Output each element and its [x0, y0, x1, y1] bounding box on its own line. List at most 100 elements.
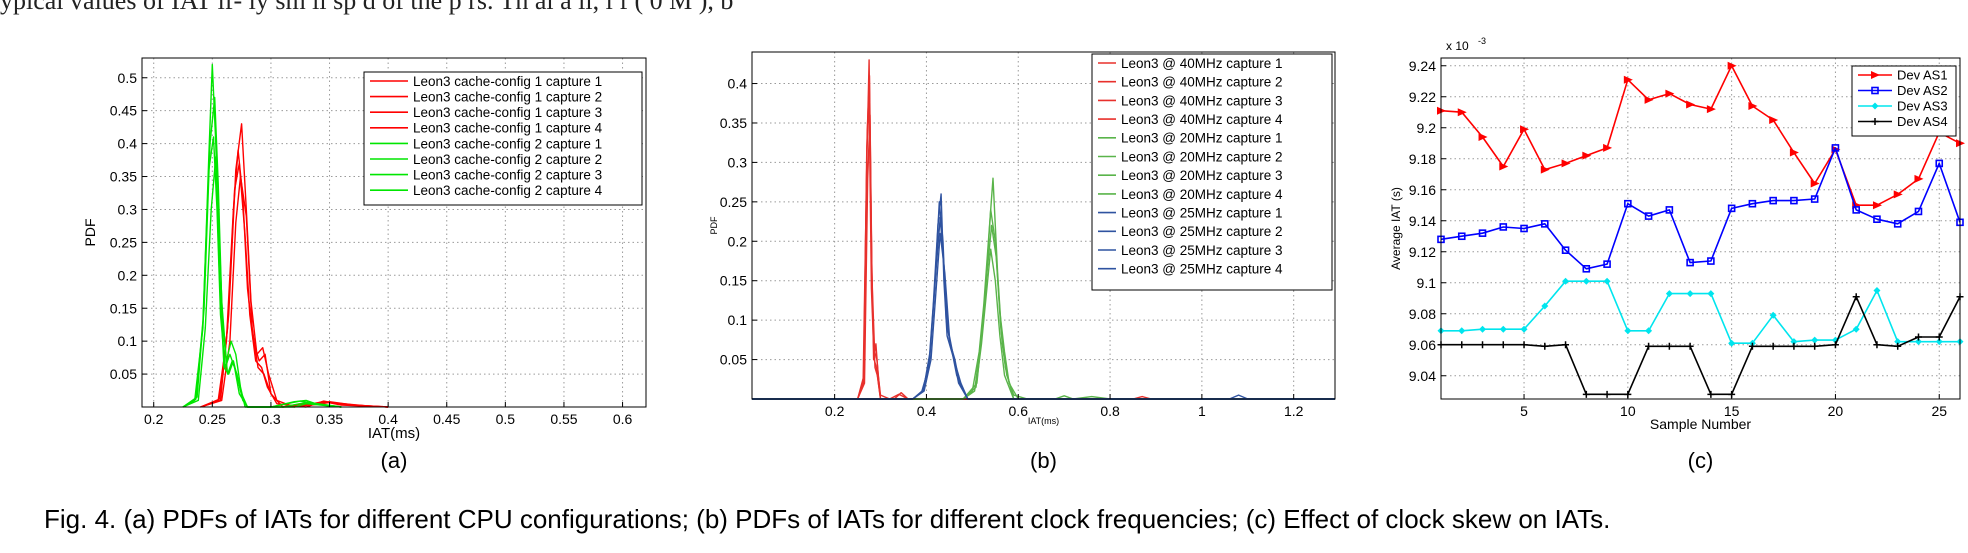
data-point [1914, 207, 1923, 216]
data-point [1790, 196, 1798, 205]
data-point [1561, 159, 1571, 168]
data-point [1562, 341, 1570, 349]
chart-a: 0.2 0.25 0.3 0.35 0.4 0.45 0.5 0.55 0.6 0.05 0.1 0.… [82, 57, 647, 473]
y-tick-label: 0.1 [118, 333, 138, 349]
series-line-2 [200, 123, 389, 408]
y-tick-label: 9.2 [1417, 120, 1437, 136]
data-point [1541, 302, 1549, 310]
data-point [1582, 264, 1591, 273]
legend-marker [1871, 86, 1879, 95]
x-tick-label: 0.2 [825, 403, 845, 419]
y-tick-label: 9.16 [1409, 182, 1436, 198]
data-point [1686, 258, 1694, 267]
legend-entry: Dev AS1 [1897, 68, 1948, 83]
data-point [1914, 174, 1924, 183]
data-point [1831, 144, 1840, 152]
legend-marker [1871, 71, 1880, 79]
data-point [1873, 287, 1881, 294]
data-point [1769, 311, 1777, 319]
data-point [1582, 151, 1592, 160]
legend-entry: Leon3 cache-config 1 capture 3 [413, 105, 602, 120]
x-tick-label: 1 [1198, 403, 1206, 419]
x-tick-label: 1.2 [1284, 403, 1304, 419]
y-tick-label: 0.15 [720, 273, 747, 289]
y-axis-label: PDF [82, 219, 98, 247]
y-tick-label: 0.35 [720, 115, 747, 131]
data-point [1935, 338, 1943, 346]
data-point [1665, 342, 1673, 350]
legend-entry: Leon3 @ 40MHz capture 2 [1121, 75, 1283, 90]
data-point [1561, 246, 1570, 254]
data-point [1520, 125, 1530, 134]
legend-entry: Leon3 cache-config 1 capture 4 [413, 121, 603, 136]
y-axis-label: PDF [709, 216, 719, 235]
x-tick-label: 0.55 [550, 411, 577, 427]
data-point [1852, 206, 1860, 214]
x-axis-label: IAT(ms) [1028, 416, 1059, 426]
truncated-body-text: ypical values of IAT lf- ly sm ll sp d o… [0, 0, 734, 15]
data-point [1478, 229, 1487, 237]
data-point [1894, 342, 1902, 350]
data-point [1686, 100, 1696, 109]
axes-frame [141, 57, 647, 408]
legend-box [363, 71, 643, 206]
series-line-8 [752, 248, 1335, 400]
legend-entry: Leon3 @ 25MHz capture 4 [1121, 262, 1283, 277]
series-line-4 [752, 114, 1335, 400]
series-line-7 [752, 224, 1335, 400]
data-point [1811, 336, 1819, 344]
data-point [1852, 293, 1860, 301]
legend-box [1091, 53, 1333, 291]
y-exponent-power: -3 [1478, 36, 1486, 46]
axes-frame [1440, 57, 1961, 400]
x-tick-label: 0.5 [496, 411, 516, 427]
data-point [1458, 327, 1466, 335]
y-tick-label: 0.2 [728, 233, 748, 249]
x-tick-label: 0.25 [199, 411, 226, 427]
y-tick-label: 9.06 [1409, 337, 1436, 353]
y-tick-label: 0.4 [118, 136, 138, 152]
data-point [1811, 342, 1819, 350]
legend-entry: Leon3 cache-config 1 capture 2 [413, 89, 602, 104]
data-point [1769, 342, 1777, 350]
legend-marker [1871, 118, 1879, 125]
x-tick-label: 0.6 [1009, 403, 1029, 419]
panel-sublabel: (b) [1030, 448, 1057, 473]
y-tick-label: 9.08 [1409, 306, 1436, 322]
data-point [1499, 223, 1508, 231]
y-tick-label: 0.05 [110, 366, 137, 382]
x-tick-label: 25 [1931, 403, 1947, 419]
data-point [1935, 159, 1944, 168]
data-point [1499, 325, 1507, 333]
data-point [1893, 220, 1902, 228]
y-tick-label: 9.18 [1409, 151, 1436, 167]
y-exponent-label: x 10 [1446, 39, 1469, 53]
legend-entry: Dev AS2 [1897, 83, 1948, 98]
y-tick-label: 9.1 [1417, 275, 1437, 291]
legend-entry: Leon3 @ 20MHz capture 1 [1121, 131, 1283, 146]
x-tick-label: 20 [1828, 403, 1844, 419]
y-tick-label: 9.24 [1409, 58, 1436, 74]
x-tick-label: 0.45 [433, 411, 460, 427]
data-point [1790, 338, 1798, 346]
y-tick-label: 0.2 [118, 267, 138, 283]
data-point [1541, 220, 1549, 228]
x-tick-label: 0.8 [1100, 403, 1120, 419]
data-point [1873, 341, 1881, 349]
x-tick-label: 0.3 [261, 411, 281, 427]
series-line-3 [1441, 280, 1960, 345]
data-point [1644, 95, 1654, 104]
y-tick-label: 0.3 [118, 201, 138, 217]
data-point [1935, 333, 1943, 341]
data-point [1603, 390, 1611, 398]
legend-entry: Leon3 @ 25MHz capture 1 [1121, 205, 1283, 220]
data-point [1520, 341, 1528, 349]
legend-entry: Leon3 cache-config 2 capture 3 [413, 167, 602, 182]
series-line-7 [182, 136, 342, 408]
data-point [1645, 327, 1653, 335]
legend-entry: Leon3 @ 40MHz capture 4 [1121, 112, 1283, 127]
data-point [1893, 190, 1903, 199]
series-line-12 [752, 232, 1335, 400]
